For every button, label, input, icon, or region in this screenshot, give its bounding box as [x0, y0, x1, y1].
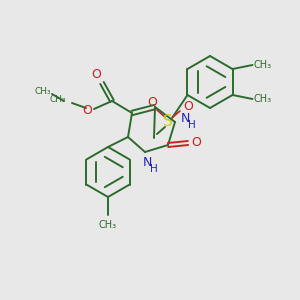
Text: CH₃: CH₃	[254, 94, 272, 104]
Text: CH₂: CH₂	[50, 95, 66, 104]
Text: O: O	[191, 136, 201, 149]
Text: CH₃: CH₃	[35, 86, 51, 95]
Text: H: H	[188, 120, 196, 130]
Text: H: H	[150, 164, 158, 174]
Text: CH₃: CH₃	[99, 220, 117, 230]
Text: N: N	[180, 112, 190, 125]
Text: O: O	[147, 95, 157, 109]
Text: O: O	[91, 68, 101, 82]
Text: S: S	[163, 115, 173, 130]
Text: N: N	[142, 155, 152, 169]
Text: O: O	[82, 103, 92, 116]
Text: CH₃: CH₃	[254, 60, 272, 70]
Text: O: O	[183, 100, 193, 112]
